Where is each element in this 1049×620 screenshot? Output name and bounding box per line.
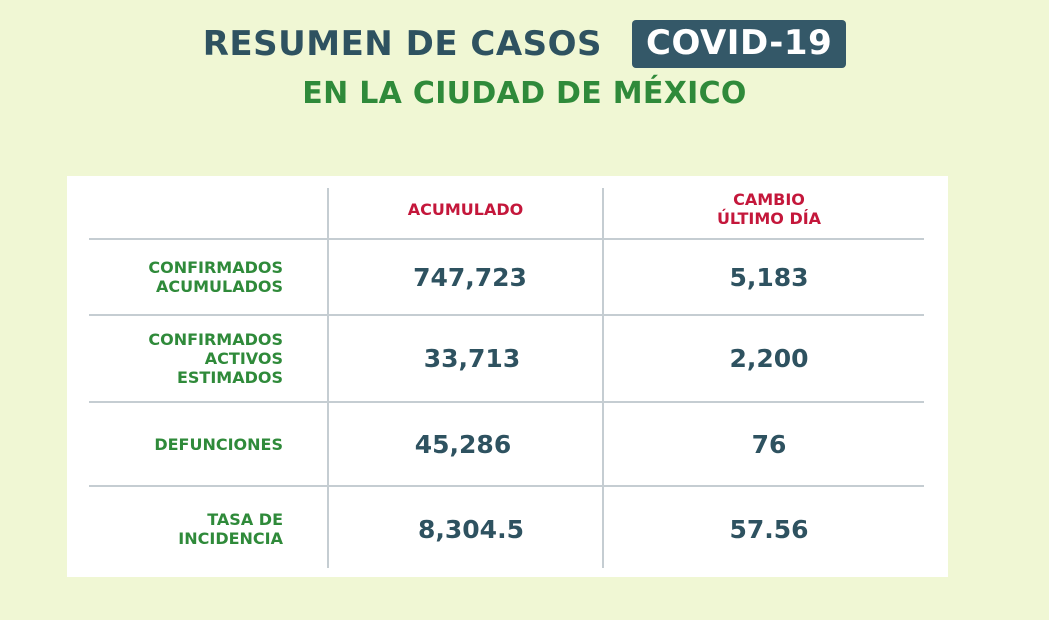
title-row: RESUMEN DE CASOS COVID-19 <box>0 16 1049 72</box>
row-divider <box>89 485 924 487</box>
value-acumulado: 45,286 <box>414 429 512 459</box>
row-label-defunciones: DEFUNCIONES <box>154 434 283 454</box>
value-cambio: 76 <box>751 429 787 459</box>
row-divider <box>89 401 924 403</box>
row-divider <box>89 314 924 316</box>
value-cambio: 57.56 <box>729 514 809 544</box>
page-title: RESUMEN DE CASOS <box>202 24 603 64</box>
row-label-confirmados-activos: CONFIRMADOS ACTIVOS ESTIMADOS <box>148 330 283 387</box>
value-acumulado: 8,304.5 <box>418 514 524 544</box>
column-divider <box>602 188 604 568</box>
row-label-tasa-de-incidencia: TASA DE INCIDENCIA <box>178 510 283 548</box>
summary-table: ACUMULADO CAMBIO ÚLTIMO DÍA CONFIRMADOS … <box>67 176 948 577</box>
value-cambio: 2,200 <box>729 344 809 373</box>
row-label-confirmados-acumulados: CONFIRMADOS ACUMULADOS <box>148 258 283 296</box>
column-header-acumulado: ACUMULADO <box>407 199 524 219</box>
value-acumulado: 747,723 <box>413 262 527 292</box>
column-header-cambio: CAMBIO ÚLTIMO DÍA <box>716 190 822 228</box>
page-subtitle: EN LA CIUDAD DE MÉXICO <box>302 76 747 111</box>
row-divider <box>89 238 924 240</box>
column-divider <box>327 188 329 568</box>
value-acumulado: 33,713 <box>423 344 521 373</box>
covid-badge: COVID-19 <box>632 20 847 68</box>
value-cambio: 5,183 <box>729 262 809 292</box>
